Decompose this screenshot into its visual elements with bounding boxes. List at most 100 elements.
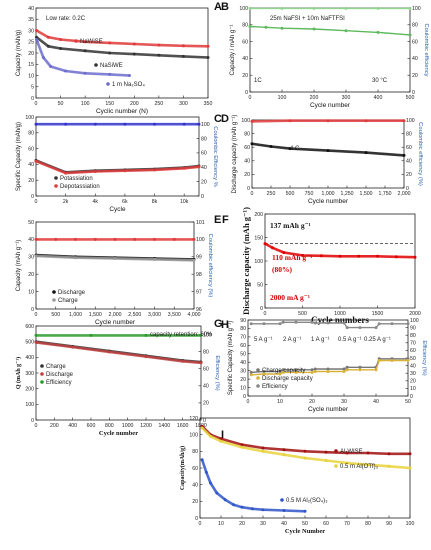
y2-tick-label: 10	[410, 386, 416, 392]
y-tick-label: 80	[240, 326, 246, 332]
data-point	[219, 439, 223, 443]
y-tick-label: 150	[254, 235, 263, 241]
x-tick-label: 0	[35, 199, 38, 205]
y-tick-label: 100	[25, 115, 34, 121]
y-tick-label: 80	[28, 131, 34, 137]
y-tick-label: 60	[28, 146, 34, 152]
y2-tick-label: 100	[410, 318, 419, 324]
y-tick-label: 50	[240, 352, 246, 358]
y-tick-label: 0	[247, 186, 250, 192]
x-tick-label: 100	[81, 101, 90, 107]
x-tick-label: 0	[264, 311, 267, 317]
data-point	[209, 434, 212, 438]
data-point	[181, 44, 185, 48]
data-point	[344, 29, 348, 33]
panel-letter: I	[221, 429, 224, 441]
data-point	[408, 466, 412, 470]
data-point	[357, 254, 361, 258]
legend-marker	[94, 63, 98, 67]
y2-tick-label: 70	[410, 341, 416, 347]
legend-label: Al-WISE	[340, 449, 363, 455]
y-axis-label: Q (mAh g⁻¹)	[15, 357, 22, 389]
y-tick-label: 100	[241, 118, 250, 124]
x-tick-label: 2k	[63, 199, 69, 205]
data-point	[402, 153, 406, 157]
series-line-1	[201, 427, 411, 470]
data-point	[74, 237, 77, 241]
y2-tick-label: 40	[410, 363, 416, 369]
series-line-0	[35, 29, 209, 48]
data-point	[262, 372, 266, 376]
panel-letter: G	[214, 318, 223, 330]
y2-axis-label: Coulombic efficiency	[423, 23, 429, 76]
legend-marker	[256, 376, 260, 380]
data-point	[250, 119, 254, 123]
y-tick-label: 25	[28, 40, 34, 46]
legend-label: Efficiency	[262, 384, 288, 390]
data-point	[153, 237, 156, 241]
y2-tick-label: 40	[203, 384, 209, 390]
data-point	[93, 170, 97, 173]
data-point	[261, 508, 265, 512]
data-point	[301, 253, 304, 257]
x-tick-label: 1,750	[379, 191, 392, 197]
data-point	[144, 333, 148, 337]
data-point	[376, 254, 379, 258]
annotation: 4 C	[290, 146, 300, 152]
data-point	[366, 463, 370, 467]
annotation: (80%)	[272, 265, 292, 274]
series-line-0	[201, 425, 410, 456]
y-tick-label: 20	[244, 172, 250, 178]
data-point	[200, 426, 204, 430]
data-point	[271, 246, 274, 250]
y-axis-label: Specific Capacity (mAh g⁻¹)	[228, 321, 234, 395]
data-point	[345, 326, 349, 330]
data-point	[197, 165, 201, 169]
y-tick-label: 400	[25, 355, 34, 361]
plot-frame	[35, 116, 200, 197]
y-tick-label: 100	[25, 402, 34, 408]
data-point	[342, 370, 346, 373]
y-tick-label: 80	[192, 449, 198, 455]
x-tick-label: 40	[373, 399, 379, 405]
y-tick-label: 60	[240, 343, 246, 349]
x-tick-label: 150	[105, 101, 114, 107]
data-point	[206, 56, 210, 59]
data-point	[215, 491, 219, 495]
data-point	[157, 53, 161, 57]
data-point	[294, 370, 298, 374]
y2-tick-label: 60	[410, 348, 416, 354]
data-point	[310, 320, 314, 324]
data-point	[35, 35, 38, 39]
data-point	[199, 333, 203, 337]
x-tick-label: 3,500	[168, 312, 181, 318]
data-point	[376, 6, 380, 10]
data-point	[390, 322, 394, 326]
data-point	[282, 251, 286, 254]
data-point	[249, 322, 253, 326]
x-tick-label: 20	[239, 521, 245, 527]
annotation: 5 A g⁻¹	[254, 337, 273, 343]
data-point	[345, 461, 349, 465]
y-tick-label: 40	[240, 360, 246, 366]
y-tick-label: 80	[242, 23, 248, 29]
data-point	[377, 359, 381, 362]
y2-tick-label: 100	[203, 332, 212, 338]
y-tick-label: 20	[28, 178, 34, 184]
x-tick-label: 10	[218, 521, 224, 527]
data-point	[261, 449, 265, 453]
y-tick-label: 100	[189, 432, 198, 438]
chart-panel-g: 0200400600800100012001400160018000100200…	[15, 318, 223, 437]
y-tick-label: 0	[31, 96, 34, 102]
legend-marker	[40, 364, 44, 368]
x-tick-label: 1000	[122, 423, 134, 429]
y-tick-label: 0	[31, 418, 34, 424]
annotation: 0.25 A g⁻¹	[364, 337, 391, 343]
series-line-0	[249, 25, 411, 36]
legend-marker	[40, 380, 44, 384]
legend-label: Discharge	[58, 290, 86, 296]
data-point	[282, 509, 286, 512]
y-tick-label: 60	[192, 466, 198, 472]
data-point	[248, 6, 252, 10]
